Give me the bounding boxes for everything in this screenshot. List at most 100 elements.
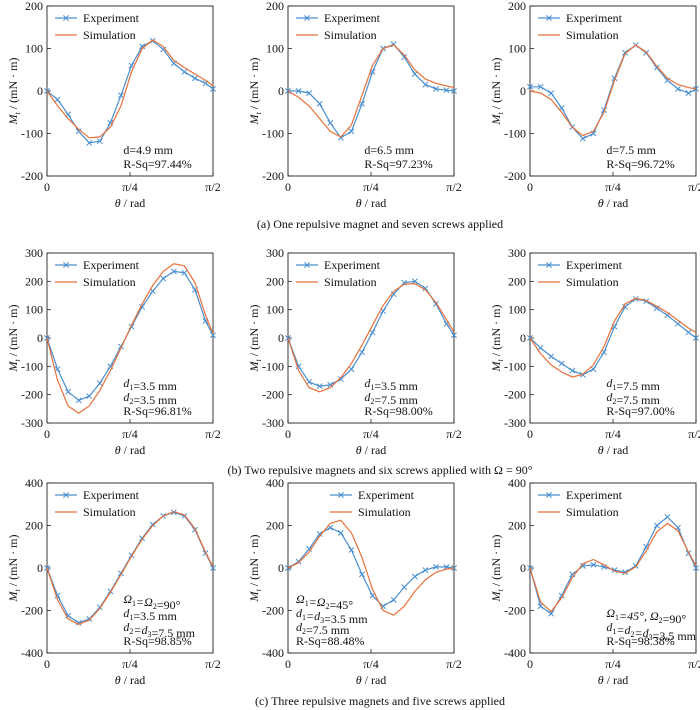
experiment-marker	[664, 514, 671, 520]
experiment-marker	[181, 269, 188, 276]
annotation-line: R-Sq=98.38%	[606, 634, 674, 648]
annotation-line: R-Sq=96.81%	[123, 404, 191, 418]
y-tick-label: -400	[262, 646, 284, 660]
annotation-line: d2=7.5 mm	[364, 390, 418, 407]
x-tick-label: π/2	[688, 657, 700, 671]
legend-label: Simulation	[83, 28, 136, 42]
x-axis-label: θ / rad	[356, 196, 387, 210]
y-axis-label: Mt / (mN · m)	[247, 535, 263, 603]
y-tick-label: 0	[278, 331, 284, 345]
experiment-marker	[306, 378, 313, 385]
x-tick-label: π/4	[605, 427, 620, 441]
experiment-marker	[96, 138, 103, 145]
annotation-line: d1=3.5 mm	[364, 376, 418, 393]
x-tick-label: π/4	[605, 180, 620, 194]
y-tick-label: 0	[520, 561, 526, 575]
simulation-line	[46, 263, 214, 414]
experiment-marker	[306, 90, 313, 97]
experiment-marker	[160, 275, 167, 282]
annotation-line: d=6.5 mm	[364, 143, 414, 157]
experiment-marker	[401, 54, 408, 60]
experiment-marker	[327, 119, 334, 126]
experiment-marker	[653, 522, 660, 529]
experiment-marker	[548, 90, 555, 97]
experiment-line	[46, 270, 214, 401]
annotation-line: d2=7.5 mm	[296, 620, 350, 637]
experiment-marker	[590, 366, 597, 373]
experiment-marker	[432, 563, 439, 570]
annotation-line: d=4.9 mm	[123, 143, 173, 157]
experiment-marker	[451, 332, 457, 339]
y-axis-label: Mt / (mN · m)	[6, 58, 22, 126]
experiment-marker	[569, 367, 576, 374]
x-tick-label: π/4	[363, 180, 378, 194]
experiment-line	[529, 298, 697, 376]
annotation-line: Ω1=Ω2=90°	[123, 592, 180, 612]
experiment-line	[46, 511, 214, 624]
x-tick-label: 0	[44, 657, 50, 671]
experiment-line	[46, 40, 214, 144]
y-tick-label: -100	[21, 359, 43, 373]
experiment-marker	[401, 584, 408, 591]
experiment-marker	[75, 397, 82, 404]
experiment-marker	[118, 92, 124, 99]
x-axis-label: θ / rad	[598, 443, 629, 457]
simulation-line	[529, 297, 697, 378]
x-tick-label: π/4	[122, 657, 137, 671]
y-axis-label: Mt / (mN · m)	[489, 58, 505, 126]
y-tick-label: -200	[504, 604, 526, 618]
y-axis-label: Mt / (mN · m)	[247, 305, 263, 373]
x-axis-label: θ / rad	[356, 673, 387, 687]
annotation-line: d1=d3=3.5 mm	[296, 606, 368, 626]
x-tick-label: 0	[527, 180, 533, 194]
chart-panel-4: -300 -200 -100 0 100 200 300 0 π/4 π/2 θ / rad Mt /…	[6, 246, 221, 457]
x-tick-label: 0	[285, 427, 291, 441]
experiment-marker	[191, 75, 198, 82]
experiment-marker	[306, 545, 313, 552]
y-axis-label: Mt / (mN · m)	[247, 58, 263, 126]
experiment-marker	[65, 612, 72, 619]
experiment-marker	[674, 85, 681, 92]
y-tick-label: -200	[262, 169, 284, 183]
x-tick-label: π/2	[446, 657, 461, 671]
experiment-marker	[359, 571, 365, 578]
x-tick-label: π/4	[363, 657, 378, 671]
experiment-marker	[75, 128, 82, 135]
annotation-line: R-Sq=98.85%	[123, 634, 191, 648]
y-tick-label: 200	[25, 519, 43, 533]
experiment-marker	[54, 96, 61, 103]
experiment-marker	[139, 43, 146, 50]
y-tick-label: -300	[21, 416, 43, 430]
y-tick-label: 0	[278, 561, 284, 575]
y-tick-label: 0	[37, 561, 43, 575]
x-tick-label: π/2	[205, 657, 220, 671]
experiment-marker	[579, 135, 586, 142]
annotation-line: d1=d2=d3=3.5 mm	[606, 620, 696, 643]
annotation-line: R-Sq=97.23%	[364, 157, 432, 171]
experiment-marker	[160, 46, 167, 53]
x-tick-label: 0	[527, 427, 533, 441]
legend-marker	[63, 262, 69, 268]
experiment-marker	[210, 565, 216, 571]
y-tick-label: -200	[21, 169, 43, 183]
y-axis-label: Mt / (mN · m)	[489, 535, 505, 603]
legend-marker	[546, 15, 552, 21]
y-tick-label: 100	[266, 303, 284, 317]
y-tick-label: 200	[508, 0, 526, 13]
experiment-marker	[210, 85, 216, 92]
x-axis-label: θ / rad	[356, 443, 387, 457]
y-tick-label: 300	[266, 246, 284, 260]
annotation-line: d1=3.5 mm	[123, 606, 177, 623]
experiment-marker	[149, 37, 156, 44]
chart-panel-5: -300 -200 -100 0 100 200 300 0 π/4 π/2 θ / rad Mt /…	[247, 246, 462, 457]
y-tick-label: -200	[21, 604, 43, 618]
experiment-marker	[390, 291, 397, 298]
y-tick-label: -100	[504, 127, 526, 141]
experiment-marker	[348, 546, 355, 553]
x-axis-label: θ / rad	[115, 196, 146, 210]
experiment-marker	[295, 88, 302, 94]
legend-marker	[304, 262, 310, 268]
annotation-line: R-Sq=97.44%	[123, 157, 191, 171]
simulation-line	[46, 511, 214, 625]
legend-marker	[546, 262, 552, 268]
